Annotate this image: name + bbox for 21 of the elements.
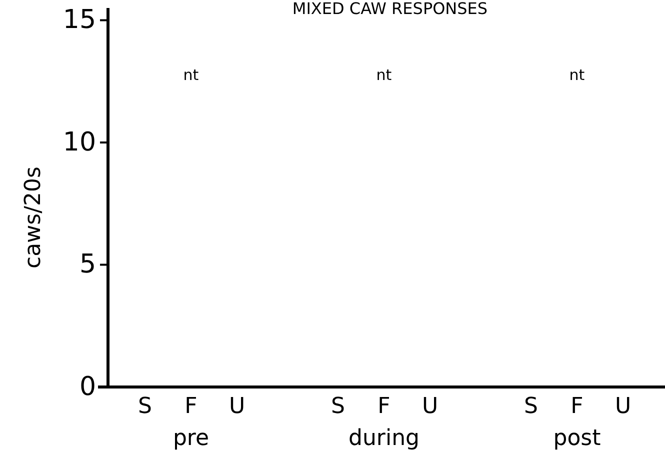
text: pre (172, 426, 210, 451)
y-tick-label: 5 (79, 250, 96, 280)
x-tick-label: S (138, 394, 152, 419)
x-tick-label: U (422, 394, 438, 419)
x-tick-label: S (524, 394, 538, 419)
x-tick-label: U (614, 394, 632, 419)
x-tick-label: F (570, 394, 584, 419)
x-tick-label: U (228, 394, 246, 419)
x-tick-label: F (378, 394, 390, 419)
text: post (553, 426, 602, 451)
x-tick-label: S (331, 394, 345, 419)
y-tick-label: 0 (79, 372, 96, 402)
text: nt (183, 66, 199, 84)
text: nt (569, 66, 585, 84)
y-axis-title: caws/20s (21, 166, 46, 268)
text: nt (376, 66, 392, 84)
chart-title: MIXED CAW RESPONSES (292, 0, 488, 18)
text: during (348, 426, 420, 451)
y-tick-label: 10 (62, 127, 96, 158)
x-tick-label: F (184, 394, 198, 419)
y-tick-label: 15 (62, 5, 96, 36)
